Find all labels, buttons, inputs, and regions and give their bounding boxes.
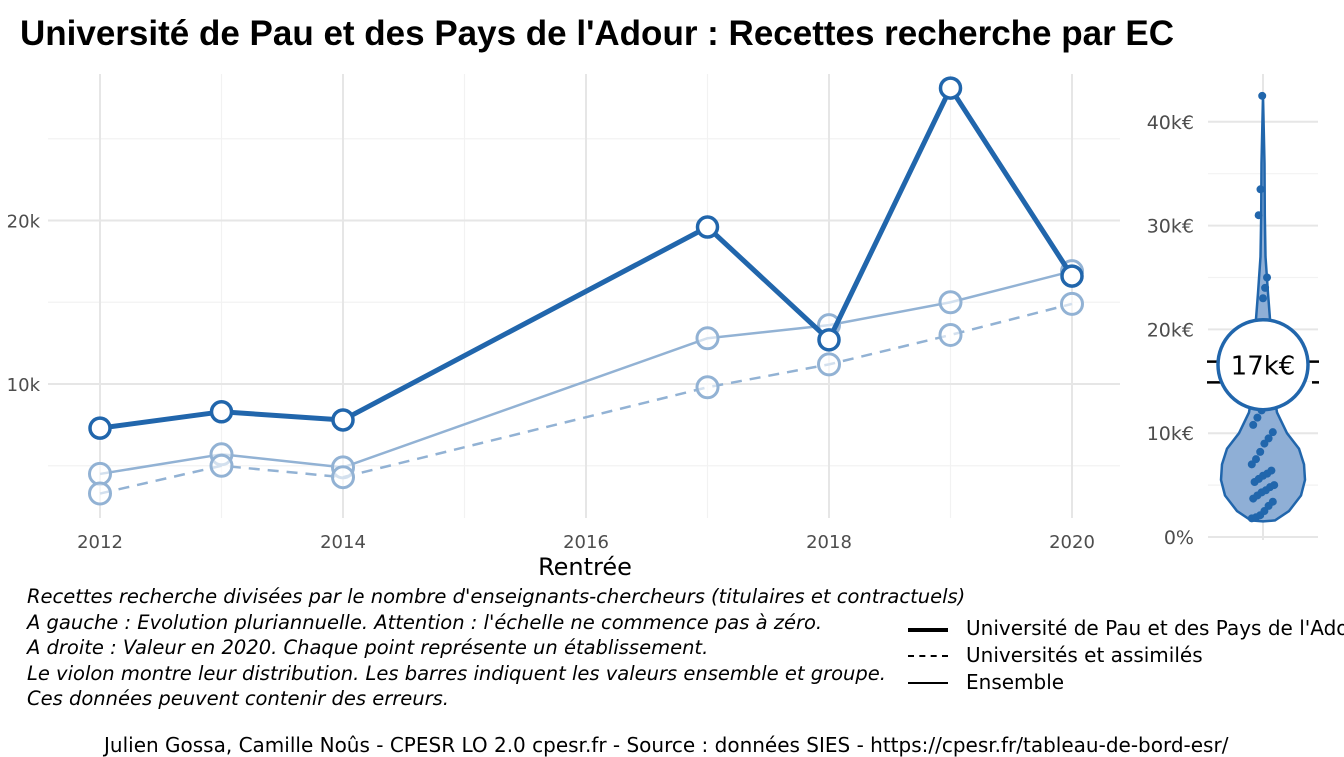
- legend-key-solid: [908, 682, 948, 684]
- caption-line: A droite : Valeur en 2020. Chaque point …: [27, 636, 709, 659]
- chart-title: Université de Pau et des Pays de l'Adour…: [20, 14, 1175, 53]
- chart-caption: Recettes recherche divisées par le nombr…: [27, 584, 965, 712]
- x-axis-label: Rentrée: [538, 553, 632, 581]
- y-tick-label: 10k: [7, 375, 41, 396]
- x-tick-label: 2020: [1049, 532, 1095, 553]
- distribution-point: [1259, 294, 1267, 303]
- y-tick-label: 20k€: [1147, 319, 1194, 341]
- legend-label: Université de Pau et des Pays de l'Adour: [966, 616, 1344, 640]
- y-tick-label: 20k: [7, 212, 41, 233]
- distribution-point: [1252, 455, 1260, 464]
- legend-label: Universités et assimilés: [966, 643, 1203, 667]
- distribution-point: [1249, 420, 1258, 429]
- y-tick-label: 10k€: [1147, 423, 1194, 445]
- distribution-point: [1261, 283, 1270, 292]
- distribution-point: [1256, 447, 1265, 456]
- data-point: [938, 76, 963, 100]
- caption-line: Recettes recherche divisées par le nombr…: [27, 585, 966, 608]
- legend-key-dashed: [908, 655, 948, 657]
- x-tick-label: 2016: [563, 532, 609, 553]
- caption-line: A gauche : Evolution pluriannuelle. Atte…: [27, 610, 823, 634]
- data-point: [1060, 264, 1084, 288]
- data-point: [88, 416, 112, 440]
- legend-key-solid-bold: [908, 628, 948, 632]
- highlight-label: 17k€: [1231, 352, 1296, 382]
- violin-shape: [1219, 95, 1307, 523]
- distribution-point: [1254, 211, 1263, 220]
- distribution-point: [1268, 428, 1277, 437]
- data-point: [695, 326, 720, 351]
- distribution-point: [1270, 481, 1279, 490]
- x-tick-label: 2012: [77, 532, 123, 553]
- data-point: [331, 465, 355, 490]
- distribution-point: [1264, 434, 1273, 443]
- data-point: [1060, 291, 1084, 316]
- distribution-point: [1258, 91, 1267, 100]
- data-point: [331, 408, 355, 432]
- data-point: [209, 453, 234, 478]
- distribution-point: [1253, 413, 1262, 422]
- legend-label: Ensemble: [966, 670, 1065, 694]
- distribution-point: [1268, 497, 1277, 506]
- x-tick-label: 2014: [320, 532, 366, 553]
- y-tick-label: 40k€: [1147, 112, 1194, 134]
- data-point: [695, 375, 720, 400]
- y-tick-label: 30k€: [1147, 216, 1194, 238]
- caption-line: Ces données peuvent contenir des erreurs…: [27, 687, 449, 710]
- x-tick-label: 2018: [806, 532, 852, 553]
- data-point: [695, 215, 720, 239]
- distribution-point: [1267, 466, 1276, 475]
- highlight-bubble: [1216, 317, 1310, 412]
- data-point: [209, 400, 234, 424]
- data-point: [817, 328, 841, 352]
- distribution-point: [1256, 185, 1265, 194]
- y-tick-label: 0%: [1164, 527, 1194, 549]
- data-point: [88, 461, 112, 486]
- data-point: [938, 322, 963, 347]
- chart-credit: Julien Gossa, Camille Noûs - CPESR LO 2.…: [104, 733, 1229, 757]
- data-point: [817, 352, 841, 377]
- data-point: [88, 481, 112, 506]
- distribution-point: [1263, 273, 1272, 282]
- caption-line: Le violon montre leur distribution. Les …: [27, 661, 886, 685]
- data-point: [938, 290, 963, 315]
